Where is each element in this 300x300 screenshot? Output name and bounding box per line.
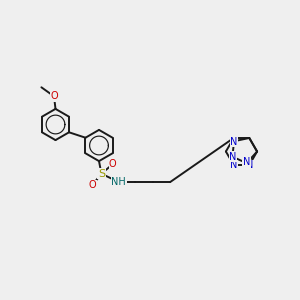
Text: N: N bbox=[229, 152, 237, 162]
Text: N: N bbox=[243, 157, 250, 167]
Text: N: N bbox=[246, 160, 254, 170]
Text: NH: NH bbox=[111, 177, 126, 187]
Text: N: N bbox=[230, 160, 237, 170]
Text: O: O bbox=[109, 159, 117, 169]
Text: O: O bbox=[88, 180, 96, 190]
Text: O: O bbox=[50, 91, 58, 101]
Text: S: S bbox=[98, 169, 105, 179]
Text: N: N bbox=[230, 137, 238, 147]
